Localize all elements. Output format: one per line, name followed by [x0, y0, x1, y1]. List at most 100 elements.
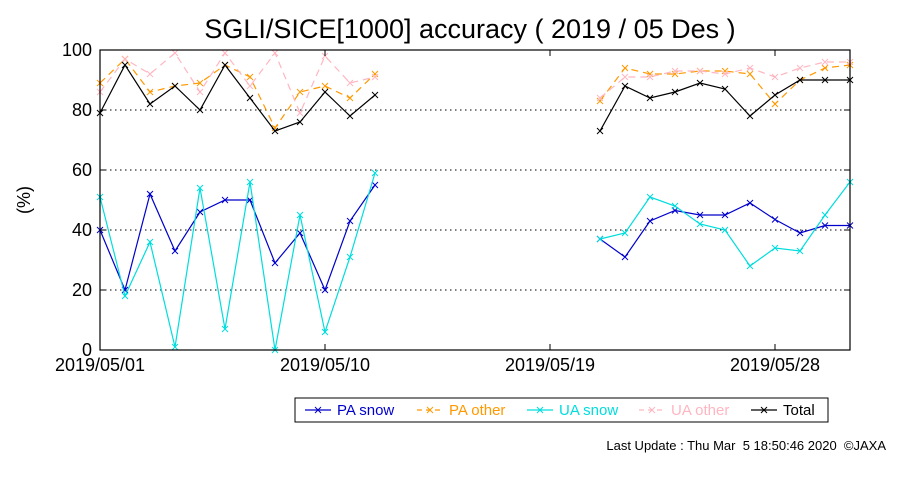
- data-point: [171, 82, 179, 90]
- series-line-pa-snow: [99, 184, 376, 292]
- series-pa-snow: [96, 181, 854, 294]
- data-point: [221, 196, 229, 204]
- y-axis-label: (%): [14, 186, 34, 214]
- legend-marker: [536, 406, 544, 414]
- data-point: [771, 244, 779, 252]
- data-point: [721, 226, 729, 234]
- x-tick-label: 2019/05/28: [730, 355, 820, 375]
- data-point: [346, 112, 354, 120]
- data-point: [596, 94, 604, 102]
- data-point: [221, 49, 229, 57]
- data-point: [671, 202, 679, 210]
- data-point: [796, 229, 804, 237]
- data-point: [246, 94, 254, 102]
- data-point: [771, 100, 779, 108]
- data-point: [621, 64, 629, 72]
- data-point: [771, 73, 779, 81]
- data-point: [346, 217, 354, 225]
- y-tick-label: 100: [62, 40, 92, 60]
- data-point: [171, 49, 179, 57]
- data-point: [596, 97, 604, 105]
- legend-box: [294, 397, 829, 423]
- data-point: [621, 229, 629, 237]
- legend-item-ua-other: UA other: [639, 402, 729, 419]
- legend-label: UA snow: [559, 402, 618, 419]
- data-point: [821, 211, 829, 219]
- x-tick-label: 2019/05/10: [280, 355, 370, 375]
- data-point: [671, 88, 679, 96]
- data-point: [246, 82, 254, 90]
- data-point: [296, 229, 304, 237]
- series-line-total: [599, 79, 850, 132]
- y-tick-label: 40: [72, 220, 92, 240]
- data-point: [221, 325, 229, 333]
- data-point: [321, 88, 329, 96]
- data-point: [671, 67, 679, 75]
- data-point: [171, 343, 179, 351]
- y-tick-label: 20: [72, 280, 92, 300]
- y-tick-label: 80: [72, 100, 92, 120]
- data-point: [371, 70, 379, 78]
- series-ua-other: [96, 49, 854, 117]
- data-point: [371, 73, 379, 81]
- series-pa-other: [96, 55, 854, 132]
- legend-marker: [648, 406, 656, 414]
- legend-label: Total: [783, 402, 815, 419]
- data-point: [746, 70, 754, 78]
- data-point: [821, 64, 829, 72]
- data-point: [296, 118, 304, 126]
- data-point: [596, 127, 604, 135]
- data-point: [821, 222, 829, 229]
- data-point: [771, 91, 779, 99]
- data-point: [746, 262, 754, 270]
- data-point: [696, 79, 704, 87]
- data-point: [746, 199, 754, 207]
- data-point: [771, 216, 779, 223]
- data-point: [171, 247, 179, 255]
- data-point: [621, 73, 629, 81]
- legend-item-pa-snow: PA snow: [305, 402, 394, 419]
- data-point: [246, 178, 254, 186]
- data-point: [246, 73, 254, 81]
- series-line-ua-snow: [599, 181, 851, 267]
- data-point: [371, 181, 379, 189]
- data-point: [621, 253, 629, 261]
- series-ua-snow: [96, 169, 854, 354]
- data-point: [796, 64, 804, 72]
- series-group: [96, 49, 854, 354]
- data-point: [271, 127, 279, 135]
- legend-marker: [760, 406, 768, 414]
- data-point: [146, 100, 154, 108]
- data-point: [146, 238, 154, 246]
- data-point: [321, 286, 329, 294]
- data-point: [221, 61, 229, 69]
- data-point: [296, 88, 304, 96]
- data-point: [196, 184, 204, 192]
- data-point: [821, 58, 829, 66]
- data-point: [821, 76, 829, 84]
- data-point: [596, 235, 604, 243]
- data-point: [271, 259, 279, 267]
- data-point: [796, 76, 804, 84]
- y-axis-ticks: 0 20 40 60 80 100: [62, 40, 850, 360]
- data-point: [721, 85, 729, 93]
- x-axis-ticks: 2019/05/01 2019/05/10 2019/05/19 2019/05/28: [55, 50, 820, 375]
- data-point: [746, 64, 754, 72]
- data-point: [696, 220, 704, 228]
- data-point: [196, 208, 204, 216]
- data-point: [371, 91, 379, 99]
- data-point: [346, 79, 354, 87]
- data-point: [671, 70, 679, 78]
- data-point: [196, 79, 204, 87]
- legend-label: PA other: [449, 402, 505, 419]
- legend-marker: [426, 406, 434, 414]
- y-tick-label: 0: [82, 340, 92, 360]
- legend-marker: [314, 406, 322, 414]
- data-point: [296, 109, 304, 117]
- data-point: [321, 328, 329, 336]
- legend-label: PA snow: [337, 402, 394, 419]
- x-tick-label: 2019/05/01: [55, 355, 145, 375]
- data-point: [196, 88, 204, 96]
- data-point: [346, 253, 354, 261]
- plot-frame: [99, 49, 851, 351]
